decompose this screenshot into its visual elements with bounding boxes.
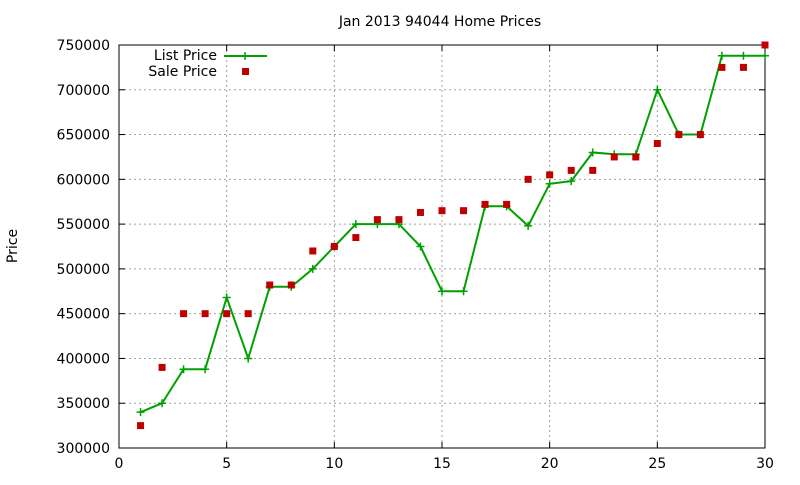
sale-price-point <box>718 63 726 71</box>
list-price-point <box>222 293 231 302</box>
sale-price-point <box>524 175 532 183</box>
legend-label-list-price: List Price <box>154 48 217 64</box>
x-tick-label: 0 <box>115 456 124 472</box>
sale-price-point <box>460 207 468 215</box>
sale-price-point <box>309 247 317 255</box>
list-price-point <box>588 148 597 157</box>
series-sale-price <box>137 41 769 430</box>
list-price-point <box>761 51 769 60</box>
y-tick-label: 500000 <box>57 262 110 278</box>
sale-price-point <box>137 422 145 430</box>
sale-price-point <box>416 208 424 216</box>
y-tick-label: 300000 <box>57 441 110 457</box>
list-price-point <box>244 354 253 363</box>
sale-price-point <box>546 171 554 179</box>
legend-label-sale-price: Sale Price <box>148 64 217 80</box>
sale-price-point <box>395 216 403 224</box>
list-price-point <box>438 287 446 296</box>
list-price-point <box>416 242 425 251</box>
list-price-point <box>567 177 576 186</box>
y-tick-label: 400000 <box>57 351 110 367</box>
x-tick-label: 10 <box>325 456 343 472</box>
legend-marker-sale-price <box>242 68 249 75</box>
y-axis-label: Price <box>5 229 21 263</box>
x-tick-label: 20 <box>541 456 559 472</box>
list-price-point <box>201 365 210 374</box>
y-tick-label: 350000 <box>57 396 110 412</box>
list-price-point <box>459 287 468 296</box>
sale-price-point <box>287 281 295 289</box>
sale-price-point <box>158 363 166 371</box>
legend-marker-list-price <box>241 52 249 60</box>
x-tick-label: 30 <box>756 456 774 472</box>
x-tick-label: 15 <box>433 456 451 472</box>
list-price-point <box>308 264 317 273</box>
x-tick-label: 5 <box>222 456 231 472</box>
sale-price-point <box>481 200 489 208</box>
chart-title: Jan 2013 94044 Home Prices <box>338 14 541 30</box>
sale-price-point <box>201 310 209 318</box>
axis-ticks: 0 5 10 15 20 25 30 300000 350000 400000 450000 5000… <box>57 38 774 472</box>
list-price-point <box>653 85 662 94</box>
list-price-point <box>524 221 533 230</box>
y-tick-label: 550000 <box>57 217 110 233</box>
sale-price-point <box>610 153 618 161</box>
list-price-point <box>158 399 167 408</box>
y-tick-label: 700000 <box>57 83 110 99</box>
legend: List Price Sale Price <box>148 48 267 80</box>
list-price-point <box>136 408 145 417</box>
sale-price-point <box>653 140 661 148</box>
sale-price-point <box>739 63 747 71</box>
series-list-price <box>136 51 769 417</box>
list-price-point <box>351 220 360 229</box>
sale-price-point <box>696 131 704 139</box>
y-tick-label: 450000 <box>57 307 110 323</box>
y-tick-label: 650000 <box>57 128 110 144</box>
sale-price-point <box>266 281 274 289</box>
list-price-point <box>739 51 748 60</box>
y-tick-label: 750000 <box>57 38 110 54</box>
sale-price-point <box>223 310 231 318</box>
list-price-point <box>717 51 726 60</box>
sale-price-point <box>632 153 640 161</box>
sale-price-point <box>438 207 446 215</box>
sale-price-point <box>675 131 683 139</box>
sale-price-point <box>330 243 338 250</box>
grid-lines <box>119 45 765 448</box>
sale-price-point <box>761 41 769 49</box>
sale-price-point <box>503 200 511 208</box>
sale-price-point <box>567 166 575 174</box>
list-price-point <box>545 179 554 188</box>
sale-price-point <box>244 310 252 318</box>
list-price-point <box>179 365 188 374</box>
list-price-line <box>140 54 765 414</box>
sale-price-point <box>589 166 597 174</box>
x-tick-label: 25 <box>648 456 666 472</box>
y-tick-label: 600000 <box>57 172 110 188</box>
sale-price-point <box>373 216 381 224</box>
sale-price-point <box>180 310 188 318</box>
sale-price-point <box>352 234 360 242</box>
plot-frame <box>118 44 766 449</box>
